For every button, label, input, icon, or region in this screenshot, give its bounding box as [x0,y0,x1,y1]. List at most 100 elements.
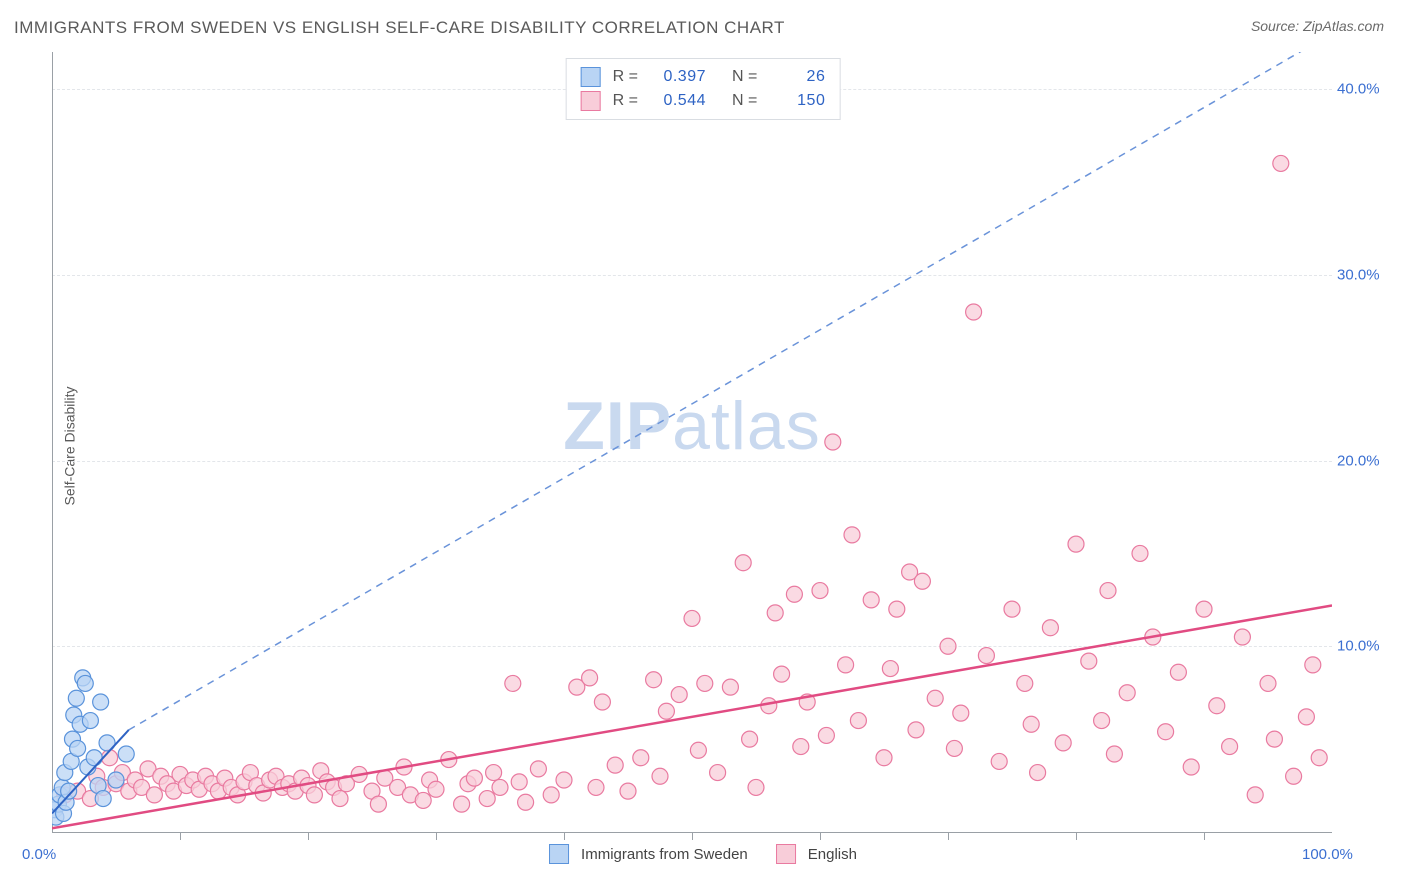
point-english [1158,724,1174,740]
point-english [1004,601,1020,617]
legend-item-english: English [776,844,857,864]
point-english [588,779,604,795]
point-english [594,694,610,710]
y-tick-label: 20.0% [1337,452,1392,469]
legend-name-english: English [808,846,857,863]
point-english [370,796,386,812]
point-english [582,670,598,686]
plot-area: ZIPatlas 10.0%20.0%30.0%40.0% [52,52,1332,832]
legend-stats-row-english: R =0.544N =150 [581,89,826,113]
point-english [812,583,828,599]
point-english [1247,787,1263,803]
point-english [1094,713,1110,729]
y-tick-label: 10.0% [1337,638,1392,655]
x-tick-mark [948,832,949,840]
point-english [1132,545,1148,561]
point-english [966,304,982,320]
point-sweden [82,713,98,729]
legend-stats-row-sweden: R =0.397N =26 [581,65,826,89]
point-english [1170,664,1186,680]
point-english [1311,750,1327,766]
legend-r-label: R = [613,89,638,113]
point-english [1222,739,1238,755]
point-english [518,794,534,810]
point-english [818,727,834,743]
point-english [991,753,1007,769]
point-english [767,605,783,621]
point-english [940,638,956,654]
point-english [844,527,860,543]
point-english [1119,685,1135,701]
point-english [492,779,508,795]
legend-swatch-sweden [549,844,569,864]
point-english [914,573,930,589]
point-sweden [93,694,109,710]
point-sweden [77,675,93,691]
point-english [633,750,649,766]
point-sweden [95,791,111,807]
point-english [428,781,444,797]
point-english [1068,536,1084,552]
point-sweden [70,740,86,756]
trendline-english [52,605,1332,828]
point-english [889,601,905,617]
x-tick-mark [1204,832,1205,840]
point-english [646,672,662,688]
point-english [882,661,898,677]
point-english [927,690,943,706]
x-tick-mark [692,832,693,840]
point-english [1305,657,1321,673]
legend-name-sweden: Immigrants from Sweden [581,846,748,863]
point-english [735,555,751,571]
point-english [607,757,623,773]
point-english [332,791,348,807]
point-english [710,765,726,781]
x-tick-mark [308,832,309,840]
point-english [620,783,636,799]
point-english [658,703,674,719]
point-sweden [118,746,134,762]
legend-swatch-english [581,91,601,111]
point-english [1260,675,1276,691]
x-tick-mark [564,832,565,840]
point-english [556,772,572,788]
point-english [1055,735,1071,751]
point-english [466,770,482,786]
point-english [697,675,713,691]
point-english [1106,746,1122,762]
x-end-label: 100.0% [1302,846,1353,863]
point-english [946,740,962,756]
point-english [1273,155,1289,171]
point-english [146,787,162,803]
point-english [1286,768,1302,784]
legend-swatch-english [776,844,796,864]
point-english [876,750,892,766]
point-english [1100,583,1116,599]
point-english [1209,698,1225,714]
x-tick-mark [1076,832,1077,840]
point-english [1298,709,1314,725]
legend-series: Immigrants from Sweden English [549,844,857,864]
point-english [774,666,790,682]
legend-swatch-sweden [581,67,601,87]
point-english [748,779,764,795]
x-tick-mark [180,832,181,840]
point-english [1196,601,1212,617]
point-english [978,648,994,664]
point-english [543,787,559,803]
point-english [1042,620,1058,636]
point-english [1266,731,1282,747]
point-english [863,592,879,608]
chart-svg [52,52,1332,832]
source-citation: Source: ZipAtlas.com [1251,18,1384,34]
point-english [479,791,495,807]
point-english [652,768,668,784]
legend-item-sweden: Immigrants from Sweden [549,844,748,864]
x-tick-mark [820,832,821,840]
point-english [953,705,969,721]
legend-n-value-sweden: 26 [765,65,825,89]
point-english [486,765,502,781]
point-english [454,796,470,812]
trendline-dashed-sweden [129,52,1332,730]
point-english [1017,675,1033,691]
